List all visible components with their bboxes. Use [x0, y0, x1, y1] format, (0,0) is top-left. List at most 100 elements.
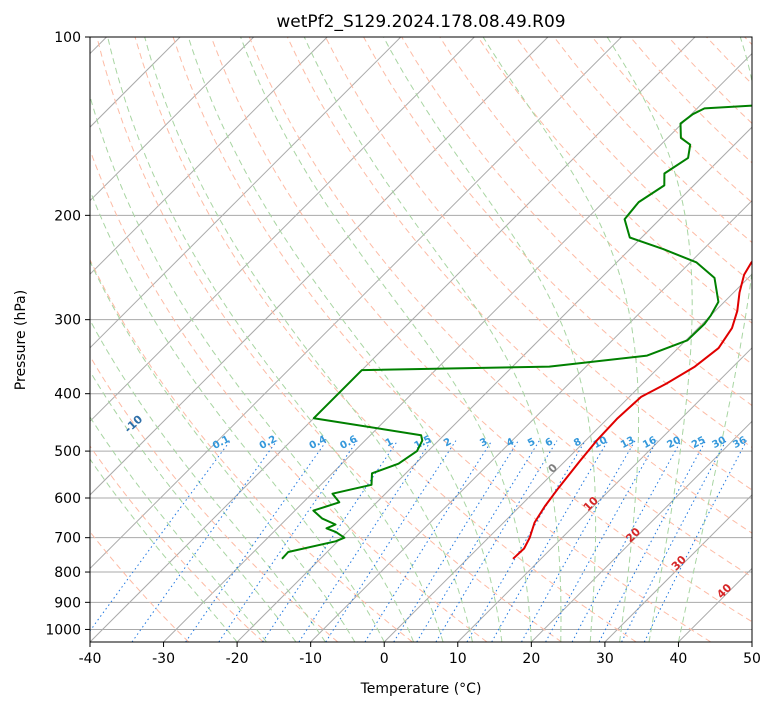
mixing-ratio-label: 3: [478, 436, 489, 449]
y-tick-label: 300: [54, 313, 81, 329]
mixing-ratio-label: 20: [665, 435, 682, 451]
mixing-ratio-line: [90, 440, 231, 632]
isotherm-line: [90, 37, 328, 275]
dry-adiabat-line: [515, 37, 752, 284]
mixing-ratio-label: 2: [442, 436, 453, 449]
isotherm-line: [90, 37, 549, 496]
mixing-ratio-line: [416, 440, 540, 642]
moist-adiabat-line: [303, 37, 562, 642]
moist-adiabat-line: [90, 188, 385, 642]
isotherm-line: [236, 126, 752, 642]
chart-title: wetPf2_S129.2024.178.08.49.R09: [276, 12, 565, 32]
dry-adiabat-line: [286, 37, 752, 534]
moist-adiabat-line: [383, 37, 597, 642]
profile-series: [281, 104, 752, 560]
mixing-ratio-label: 0.2: [258, 434, 279, 452]
y-tick-label: 900: [54, 595, 81, 611]
mixing-ratio-line: [621, 440, 727, 642]
moist-adiabat-line: [482, 37, 640, 642]
x-tick-label: 50: [743, 651, 761, 667]
isotherm-line: [90, 37, 696, 642]
moist-adiabat-line: [187, 37, 503, 642]
y-tick-label: 100: [54, 30, 81, 46]
mixing-ratio-label: 0.1: [211, 434, 232, 452]
mixing-ratio-line: [521, 440, 636, 642]
x-tick-label: 40: [670, 651, 688, 667]
dry-adiabat-line: [90, 258, 413, 642]
mixing-ratio-label: 5: [526, 436, 537, 449]
x-tick-label: 20: [522, 651, 540, 667]
isotherm-line: [90, 37, 622, 570]
y-tick-label: 800: [54, 565, 81, 581]
isotherm-line: [163, 52, 752, 642]
moist-adiabat-line: [90, 458, 238, 642]
dry-adiabat-line: [591, 37, 752, 204]
mixing-ratio-line: [545, 440, 658, 642]
isotherm-line: [604, 494, 752, 642]
mixing-ratio-line: [435, 440, 558, 642]
mixing-ratio-label: 6: [544, 436, 555, 449]
moist-adiabat-line: [90, 94, 415, 642]
temperature-line: [512, 260, 752, 560]
dry-adiabat-line: [248, 37, 752, 578]
isotherm-line: [751, 641, 752, 642]
isotherm-line: [678, 567, 752, 642]
y-tick-label: 500: [54, 444, 81, 460]
mixing-ratio-line: [185, 440, 328, 642]
plot-frame: [89, 36, 753, 643]
moist-adiabat-line: [90, 260, 356, 642]
dry-adiabat-line: [172, 37, 712, 642]
x-tick-label: -10: [299, 651, 322, 667]
dry-adiabat-line: [90, 445, 264, 642]
dry-adiabat-line: [90, 148, 488, 642]
moist-adiabat-line: [144, 37, 473, 642]
mixing-ratio-line: [364, 440, 493, 642]
isotherm-line: [90, 37, 475, 423]
moist-adiabat-line: [240, 37, 532, 642]
mixing-ratio-label: 13: [619, 435, 636, 451]
moist-adiabat-line: [677, 37, 752, 642]
y-tick-label: 700: [54, 531, 81, 547]
line-labels: 0.10.20.40.611.523456810131620253036-100…: [122, 413, 749, 602]
dry-adiabat-line: [629, 37, 752, 164]
dry-adiabat-line: [744, 37, 752, 46]
dry-adiabat-line: [325, 37, 752, 491]
moist-adiabat-label: 20: [623, 525, 643, 545]
y-tick-label: 600: [54, 491, 81, 507]
isotherm-line: [530, 420, 752, 642]
dry-adiabat-line: [90, 355, 339, 642]
y-tick-label: 1000: [45, 622, 81, 638]
x-axis-label: Temperature (°C): [360, 681, 482, 697]
x-tick-label: -30: [152, 651, 175, 667]
mixing-ratio-line: [131, 440, 278, 642]
mixing-ratio-line: [491, 440, 609, 642]
isotherm-line: [90, 37, 255, 202]
isotherm-line: [457, 347, 752, 642]
mixing-ratio-line: [325, 440, 457, 642]
moist-adiabat-line: [90, 370, 297, 642]
mixing-ratio-line: [571, 440, 682, 642]
y-tick-label: 200: [54, 208, 81, 224]
x-tick-label: 0: [380, 651, 389, 667]
background-lines: [90, 37, 752, 642]
dry-adiabat-line: [96, 37, 562, 642]
dry-adiabat-line: [706, 37, 752, 85]
dry-adiabat-line: [668, 37, 752, 125]
dewpoint-line: [281, 104, 752, 560]
mixing-ratio-line: [298, 440, 432, 642]
mixing-ratio-label: 8: [572, 436, 583, 449]
dry-adiabat-label: -10: [122, 413, 146, 436]
mixing-ratio-line: [466, 440, 586, 642]
mixing-ratio-line: [598, 440, 707, 642]
x-tick-label: -40: [79, 651, 102, 667]
moist-adiabat-label: 10: [581, 494, 601, 514]
mixing-ratio-label: 4: [505, 436, 516, 449]
mixing-ratio-label: 0.4: [308, 434, 329, 452]
y-tick-label: 400: [54, 387, 81, 403]
mixing-ratio-label: 16: [641, 435, 658, 451]
isotherm-line: [90, 37, 402, 349]
x-tick-label: 30: [596, 651, 614, 667]
mixing-ratio-line: [643, 440, 748, 642]
x-tick-label: -20: [226, 651, 249, 667]
